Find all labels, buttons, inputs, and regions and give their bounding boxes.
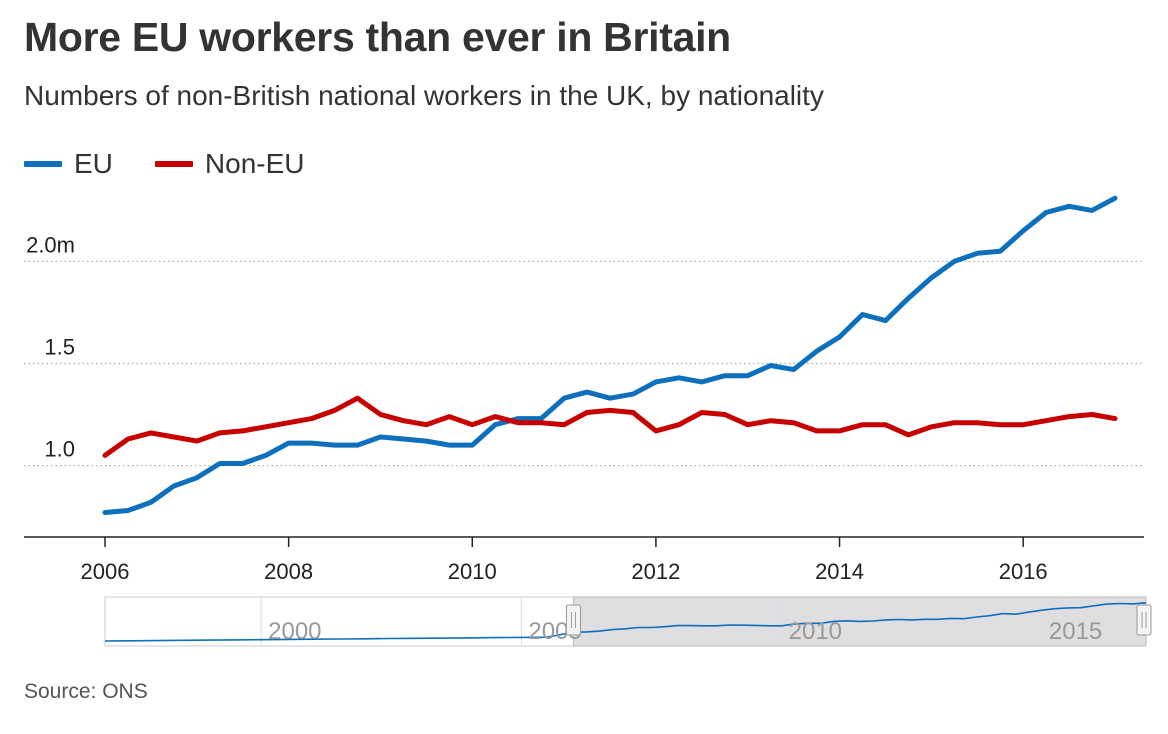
handle-grip: [1136, 604, 1152, 636]
series-line-eu: [102, 195, 1118, 515]
navigator-series-line: [104, 602, 1147, 642]
gridlines: [24, 260, 1144, 467]
navigator-label-2: 2010: [789, 618, 842, 645]
navigator-handles[interactable]: [565, 604, 1152, 636]
x-axis-ticks: 2006 2008 2010 2012 2014 2016: [81, 537, 1048, 584]
navigator-handle-right[interactable]: [1136, 604, 1152, 636]
y-tick-label-2: 2.0m: [26, 232, 75, 257]
legend-item-eu[interactable]: EU: [24, 148, 113, 180]
navigator-label-3: 2015: [1049, 618, 1102, 645]
x-tick-label-5: 2016: [999, 559, 1048, 584]
navigator-label-0: 2000: [268, 618, 321, 645]
series-lines: [102, 195, 1118, 515]
y-tick-label-0: 1.0: [44, 437, 75, 462]
legend-label-eu: EU: [74, 148, 113, 179]
range-navigator[interactable]: 2000 2005 2010 2015: [104, 596, 1152, 647]
x-tick-label-1: 2008: [264, 559, 313, 584]
y-tick-label-1: 1.5: [44, 335, 75, 360]
series-line-non-eu: [102, 395, 1118, 458]
x-tick-label-0: 2006: [81, 559, 130, 584]
chart-subtitle: Numbers of non-British national workers …: [24, 80, 824, 111]
legend-swatch-eu: [24, 161, 62, 167]
legend: EU Non-EU: [24, 144, 347, 184]
x-tick-label-4: 2014: [815, 559, 864, 584]
source-note: Source: ONS: [24, 680, 148, 703]
handle-grip: [565, 604, 581, 636]
x-tick-label-3: 2012: [631, 559, 680, 584]
legend-item-non-eu[interactable]: Non-EU: [154, 148, 305, 180]
y-axis-ticks: 1.0 1.5 2.0m: [26, 232, 75, 461]
legend-label-non-eu: Non-EU: [204, 148, 305, 179]
legend-swatch-non-eu: [154, 161, 193, 167]
x-tick-label-2: 2010: [448, 559, 497, 584]
chart-title: More EU workers than ever in Britain: [24, 14, 731, 60]
navigator-handle-left[interactable]: [565, 604, 581, 636]
